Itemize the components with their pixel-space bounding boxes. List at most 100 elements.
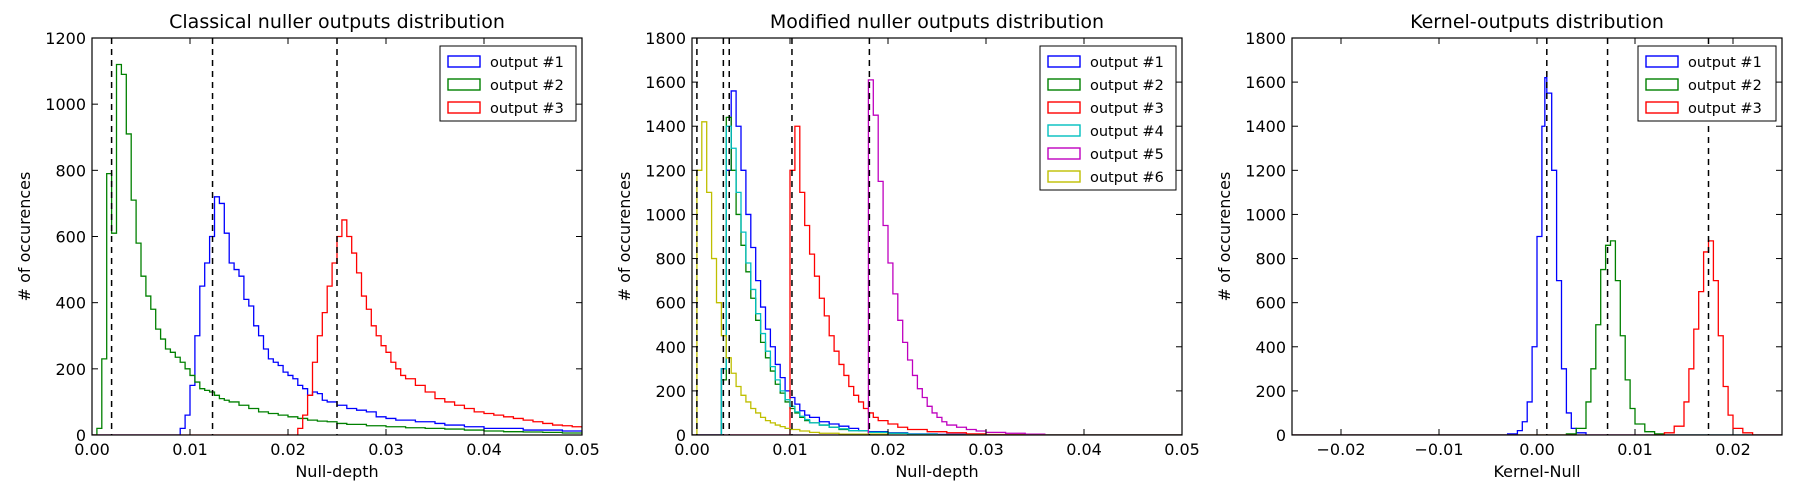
legend-swatch	[447, 78, 481, 91]
y-tick-label: 800	[55, 161, 86, 180]
legend-swatch	[1047, 147, 1081, 160]
legend-frame	[439, 45, 577, 122]
y-tick-label: 400	[655, 338, 686, 357]
legend-label: output #2	[1688, 78, 1762, 94]
legend-label: output #3	[1090, 101, 1164, 117]
legend-swatch	[1645, 78, 1679, 91]
y-tick-label: 800	[1255, 250, 1286, 269]
y-tick-label: 400	[1255, 338, 1286, 357]
series-line-output-3	[92, 219, 582, 435]
x-tick-label: 0.02	[870, 440, 906, 459]
series-line-output-6	[692, 121, 1182, 435]
x-tick-label: 0.05	[1164, 440, 1200, 459]
y-tick-label: 0	[76, 426, 86, 445]
legend-frame	[1637, 45, 1777, 122]
x-tick-label: 0.01	[1617, 440, 1653, 459]
y-tick-label: 800	[655, 250, 686, 269]
x-tick-label: −0.01	[1414, 440, 1463, 459]
legend-label: output #1	[1688, 55, 1762, 71]
y-tick-label: 600	[55, 228, 86, 247]
legend-swatch	[1047, 101, 1081, 114]
y-tick-label: 1600	[645, 73, 686, 92]
legend-label: output #1	[490, 55, 564, 71]
x-tick-label: 0.04	[1066, 440, 1102, 459]
y-tick-label: 1200	[645, 161, 686, 180]
y-tick-label: 1600	[1245, 73, 1286, 92]
legend-swatch	[447, 55, 481, 68]
x-tick-label: 0.03	[368, 440, 404, 459]
legend-frame	[1039, 45, 1177, 191]
x-tick-label: 0.01	[172, 440, 208, 459]
y-tick-label: 1200	[45, 29, 86, 48]
y-tick-label: 600	[1255, 294, 1286, 313]
x-tick-label: 0.00	[74, 440, 110, 459]
chart-panel-1: Classical nuller outputs distribution 0.0…	[15, 11, 600, 481]
x-axis-label: Null-depth	[295, 462, 378, 481]
legend-label: output #1	[1090, 55, 1164, 71]
chart-title: Classical nuller outputs distribution	[169, 11, 505, 33]
y-tick-label: 200	[1255, 382, 1286, 401]
y-tick-label: 200	[655, 382, 686, 401]
legend-label: output #4	[1090, 124, 1164, 140]
legend: output #1 output #2 output #3	[439, 45, 577, 122]
chart-title: Kernel-outputs distribution	[1410, 11, 1664, 33]
plot-area	[692, 38, 1182, 435]
x-tick-label: 0.02	[270, 440, 306, 459]
y-tick-label: 1400	[1245, 117, 1286, 136]
series-line-output-3	[692, 125, 1182, 435]
x-tick-label: 0.03	[968, 440, 1004, 459]
y-axis-label: # of occurences	[615, 172, 634, 302]
plot-area	[92, 38, 582, 435]
x-tick-label: 0.00	[1519, 440, 1555, 459]
y-tick-label: 0	[676, 426, 686, 445]
x-tick-label: 0.04	[466, 440, 502, 459]
y-tick-label: 1000	[1245, 205, 1286, 224]
chart-panel-3: Kernel-outputs distribution −0.02 −0.01 0.0…	[1215, 11, 1783, 481]
plot-area	[1292, 38, 1782, 435]
legend-label: output #5	[1090, 147, 1164, 163]
y-tick-label: 0	[1276, 426, 1286, 445]
legend-label: output #3	[1688, 101, 1762, 117]
series-line-output-2	[1292, 240, 1782, 435]
legend: output #1 output #2 output #3 output #4 outp…	[1039, 45, 1177, 191]
legend: output #1 output #2 output #3	[1637, 45, 1777, 122]
legend-label: output #2	[490, 78, 564, 94]
x-tick-label: 0.02	[1715, 440, 1751, 459]
series-line-output-1	[92, 196, 582, 435]
x-axis-label: Null-depth	[895, 462, 978, 481]
y-axis-label: # of occurences	[15, 172, 34, 302]
y-axis-label: # of occurences	[1215, 172, 1234, 302]
series-line-output-1	[1292, 77, 1782, 435]
x-tick-label: 0.00	[674, 440, 710, 459]
legend-swatch	[1047, 78, 1081, 91]
y-tick-label: 1000	[645, 205, 686, 224]
legend-swatch	[1047, 170, 1081, 183]
series-line-output-2	[92, 63, 582, 435]
y-tick-label: 600	[655, 294, 686, 313]
y-tick-label: 1800	[645, 29, 686, 48]
series-line-output-5	[692, 79, 1182, 435]
y-tick-label: 200	[55, 360, 86, 379]
legend-label: output #3	[490, 101, 564, 117]
x-tick-label: 0.05	[564, 440, 600, 459]
y-tick-label: 400	[55, 294, 86, 313]
legend-swatch	[1047, 55, 1081, 68]
legend-swatch	[1047, 124, 1081, 137]
legend-label: output #2	[1090, 78, 1164, 94]
y-tick-label: 1200	[1245, 161, 1286, 180]
x-tick-label: −0.02	[1316, 440, 1365, 459]
legend-swatch	[1645, 101, 1679, 114]
x-tick-label: 0.01	[772, 440, 808, 459]
y-tick-label: 1000	[45, 95, 86, 114]
series-line-output-4	[692, 125, 1182, 435]
legend-swatch	[1645, 55, 1679, 68]
axes-frame	[691, 37, 1183, 436]
chart-panel-2: Modified nuller outputs distribution 0.00…	[615, 11, 1200, 481]
legend-label: output #6	[1090, 170, 1164, 186]
legend-swatch	[447, 101, 481, 114]
x-axis-label: Kernel-Null	[1493, 462, 1580, 481]
y-tick-label: 1800	[1245, 29, 1286, 48]
chart-title: Modified nuller outputs distribution	[770, 11, 1104, 33]
y-tick-label: 1400	[645, 117, 686, 136]
